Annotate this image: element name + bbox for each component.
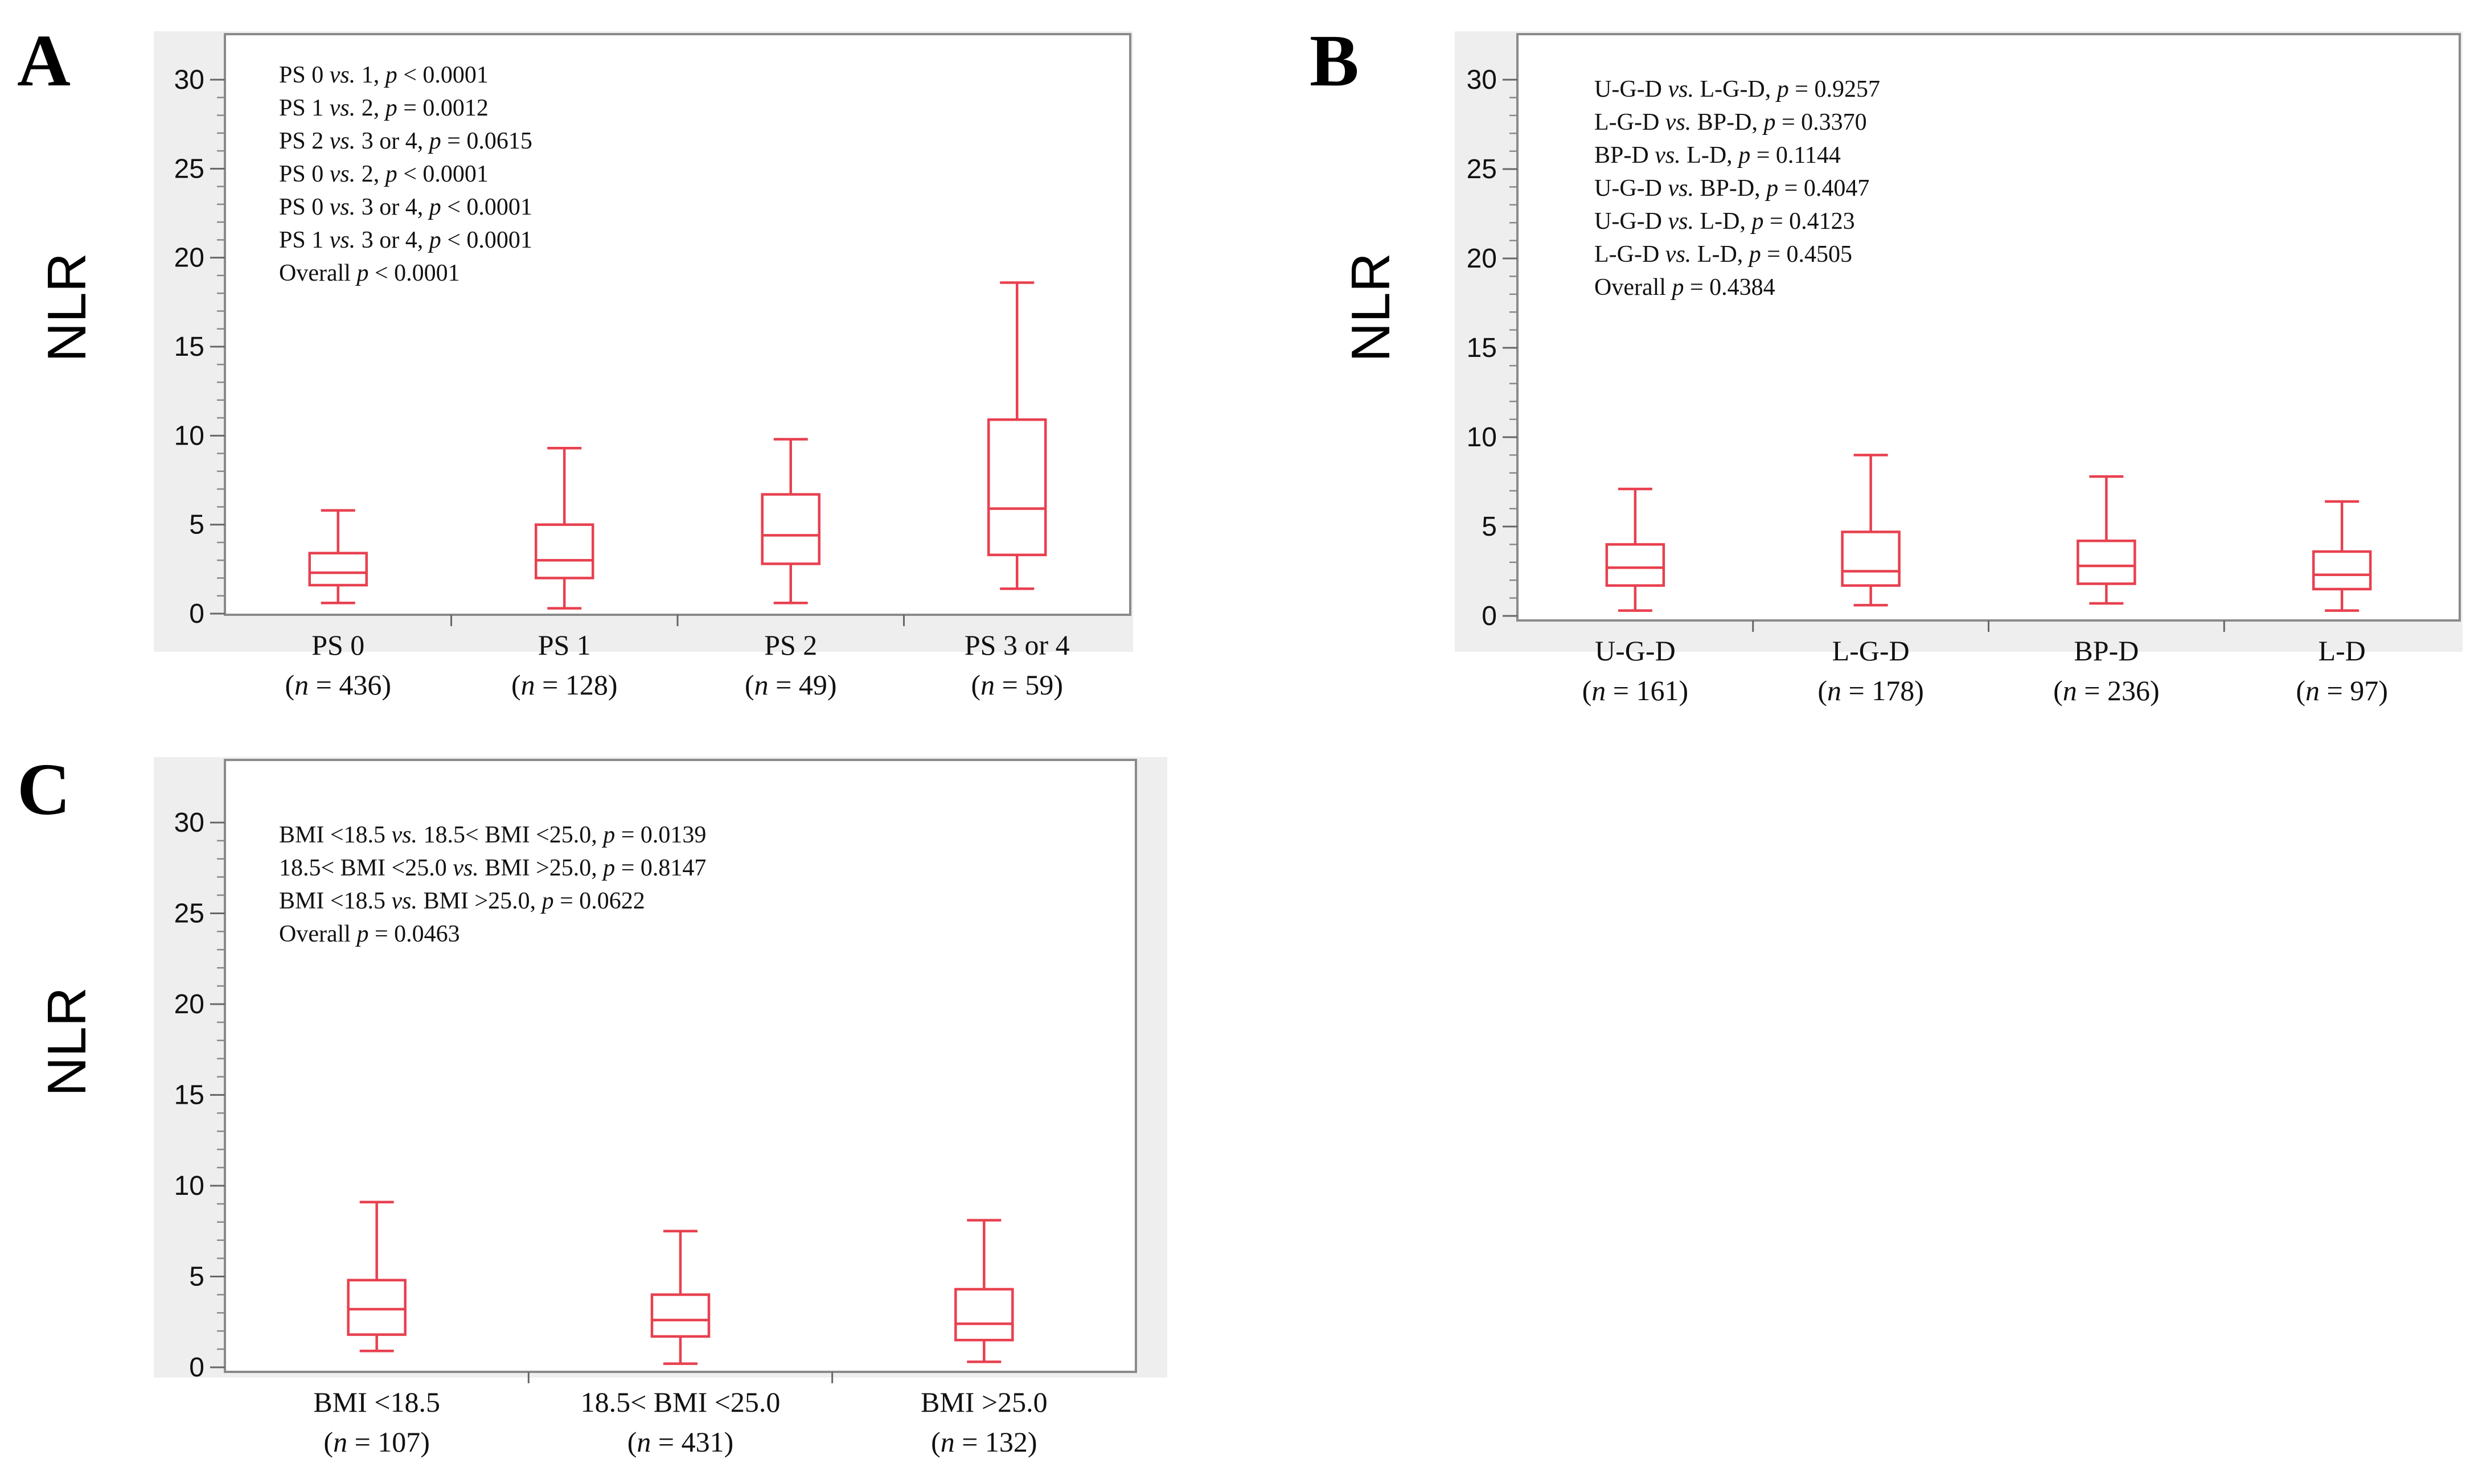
y-axis-label: NLR — [1340, 253, 1401, 362]
y-tick-label: 20 — [174, 989, 204, 1020]
chart-panel-c: C NLR 0 5 10 15 20 25 30 BMI <18.5 (n = 107) 18.5< … — [17, 749, 1167, 1458]
sample-size-label: (n = 128) — [511, 669, 618, 701]
box-plot-1 — [1605, 487, 1665, 612]
p-value-annotation: BMI <18.5 vs. 18.5< BMI <25.0, p = 0.013… — [279, 822, 706, 848]
y-tick-label: 10 — [1467, 422, 1497, 453]
sample-size-label: (n = 436) — [285, 669, 391, 701]
panel-letter: C — [17, 749, 71, 831]
x-category-label: PS 3 or 4 — [965, 629, 1070, 661]
y-tick-label: 30 — [1467, 65, 1497, 95]
p-value-annotation: 18.5< BMI <25.0 vs. BMI >25.0, p = 0.814… — [279, 855, 706, 881]
y-tick-label: 0 — [1482, 601, 1497, 631]
x-category-label: PS 1 — [538, 629, 591, 661]
box-plot-2 — [1841, 454, 1901, 607]
p-value-annotation: U-G-D vs. L-D, p = 0.4123 — [1594, 208, 1855, 235]
y-axis-label: NLR — [36, 987, 97, 1096]
sample-size-label: (n = 178) — [1817, 675, 1924, 706]
y-tick-label: 15 — [174, 1080, 204, 1111]
x-category-label: U-G-D — [1595, 635, 1676, 667]
y-tick-label: 15 — [1467, 333, 1497, 363]
p-value-annotation: BP-D vs. L-D, p = 0.1144 — [1594, 142, 1841, 168]
box-plot-3 — [2077, 475, 2136, 605]
iqr-box — [650, 1293, 711, 1338]
x-category-label: BMI <18.5 — [313, 1386, 440, 1418]
y-tick-label: 30 — [174, 65, 204, 95]
x-category-label: L-G-D — [1832, 635, 1910, 667]
iqr-box — [535, 523, 594, 579]
iqr-box — [2312, 550, 2372, 591]
p-value-annotation: L-G-D vs. BP-D, p = 0.3370 — [1594, 109, 1867, 135]
y-tick-label: 0 — [189, 599, 204, 629]
p-value-annotation: PS 0 vs. 2, p < 0.0001 — [279, 161, 489, 187]
x-category-label: PS 2 — [764, 629, 817, 661]
y-tick-label: 25 — [174, 899, 204, 929]
iqr-box — [347, 1279, 407, 1336]
sample-size-label: (n = 132) — [931, 1426, 1037, 1458]
sample-size-label: (n = 107) — [323, 1426, 430, 1458]
p-value-annotation: PS 0 vs. 1, p < 0.0001 — [279, 62, 489, 88]
iqr-box — [2077, 539, 2136, 585]
p-value-annotation: BMI <18.5 vs. BMI >25.0, p = 0.0622 — [279, 888, 645, 914]
box-plot-4 — [987, 281, 1047, 590]
x-category-label: L-D — [2318, 635, 2365, 667]
box-plot-1 — [308, 509, 368, 605]
box-plot-4 — [2312, 500, 2372, 612]
iqr-box — [308, 552, 368, 587]
x-category-label: BMI >25.0 — [921, 1386, 1048, 1418]
x-category-label: 18.5< BMI <25.0 — [581, 1386, 781, 1418]
y-tick-label: 15 — [174, 332, 204, 362]
plot-frame — [1516, 33, 2461, 622]
sample-size-label: (n = 49) — [745, 669, 837, 701]
box-plot-1 — [347, 1201, 407, 1353]
p-value-annotation: U-G-D vs. BP-D, p = 0.4047 — [1594, 175, 1869, 202]
p-value-annotation: PS 0 vs. 3 or 4, p < 0.0001 — [279, 194, 532, 220]
box-plot-2 — [535, 446, 594, 610]
iqr-box — [1841, 531, 1901, 587]
p-value-annotation: U-G-D vs. L-G-D, p = 0.9257 — [1594, 76, 1880, 102]
iqr-box — [954, 1288, 1014, 1342]
y-tick-label: 0 — [189, 1353, 204, 1383]
panel-letter: A — [17, 20, 71, 102]
sample-size-label: (n = 161) — [1582, 675, 1689, 706]
y-tick-label: 5 — [189, 1262, 204, 1292]
x-category-label: BP-D — [2074, 635, 2139, 667]
chart-panel-b: B NLR 0 5 10 15 20 25 30 U-G-D (n = 161) L-G-D (n = … — [1310, 20, 2463, 706]
p-value-annotation: Overall p = 0.4384 — [1594, 274, 1775, 301]
y-axis-label: NLR — [36, 253, 97, 362]
sample-size-label: (n = 236) — [2053, 675, 2160, 706]
sample-size-label: (n = 97) — [2296, 675, 2388, 706]
p-value-annotation: L-G-D vs. L-D, p = 0.4505 — [1594, 241, 1852, 268]
sample-size-label: (n = 431) — [627, 1426, 734, 1458]
p-value-annotation: Overall p < 0.0001 — [279, 260, 460, 286]
iqr-box — [761, 493, 820, 565]
box-plot-3 — [761, 438, 820, 605]
box-plot-3 — [954, 1219, 1014, 1363]
iqr-box — [987, 418, 1047, 557]
p-value-annotation: PS 1 vs. 3 or 4, p < 0.0001 — [279, 227, 532, 253]
p-value-annotation: PS 2 vs. 3 or 4, p = 0.0615 — [279, 128, 532, 154]
chart-panel-a: A NLR 0 5 10 15 20 25 30 PS 0 (n = 436) PS 1 (n = 12… — [17, 20, 1133, 701]
plot-frame — [224, 33, 1131, 616]
x-category-label: PS 0 — [311, 629, 364, 661]
sample-size-label: (n = 59) — [971, 669, 1063, 701]
y-tick-label: 30 — [174, 808, 204, 838]
y-tick-label: 25 — [174, 154, 204, 184]
box-plot-2 — [650, 1230, 711, 1365]
y-tick-label: 25 — [1467, 154, 1497, 184]
y-tick-label: 20 — [174, 243, 204, 273]
y-tick-label: 5 — [1482, 512, 1497, 542]
y-tick-label: 10 — [174, 421, 204, 451]
p-value-annotation: Overall p = 0.0463 — [279, 921, 460, 947]
panel-letter: B — [1310, 20, 1359, 102]
y-tick-label: 5 — [189, 510, 204, 540]
y-tick-label: 20 — [1467, 244, 1497, 274]
y-tick-label: 10 — [174, 1171, 204, 1201]
iqr-box — [1605, 543, 1665, 587]
p-value-annotation: PS 1 vs. 2, p = 0.0012 — [279, 95, 489, 121]
